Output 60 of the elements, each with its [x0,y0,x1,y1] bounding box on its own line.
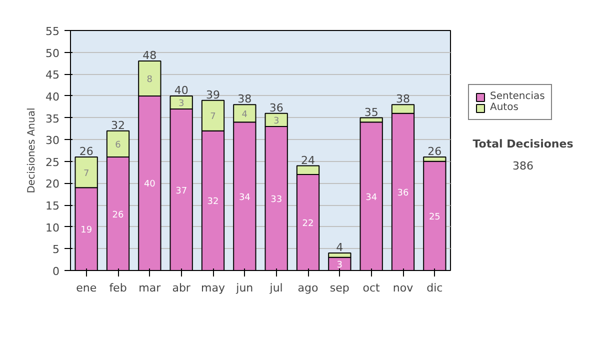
x-tick-label: sep [330,282,350,294]
y-tick-label: 50 [46,46,60,60]
y-axis-title: Decisiones Anual [26,108,38,194]
total-label: 35 [364,106,378,119]
x-tick-label: may [201,282,226,294]
x-tick-label: ago [298,282,318,294]
total-label: 24 [301,154,315,167]
y-tick-label: 15 [46,200,60,213]
y-tick-label: 40 [46,90,60,104]
data-label: 40 [144,180,156,190]
y-tick-label: 35 [46,112,60,126]
data-label: 33 [270,195,282,205]
total-label: 48 [142,49,157,62]
y-tick-label: 5 [52,243,60,256]
y-tick-label: 30 [46,134,60,148]
y-tick-label: 25 [46,156,60,169]
text: 386 [512,160,534,173]
y-tick-label: 55 [46,25,60,38]
data-label: 6 [115,140,122,150]
data-label: 19 [80,226,92,236]
total-label: 39 [206,88,220,102]
total-label: 36 [269,101,284,114]
data-label: 8 [146,75,153,85]
y-tick-label: 20 [46,178,60,191]
x-tick-label: ene [76,282,97,294]
total-label: 32 [111,118,125,132]
total-label: 26 [428,145,442,158]
data-label: 34 [366,192,378,203]
data-label: 34 [238,192,251,203]
total-label: 38 [396,92,410,106]
total-label: 4 [336,241,344,254]
y-tick-label: 10 [46,221,60,234]
data-label: 32 [207,197,219,208]
x-tick-label: jul [268,282,283,294]
data-label: 22 [302,219,314,229]
data-label: 4 [242,110,248,120]
legend-label: Sentencias [490,91,545,102]
y-tick-label: 45 [46,68,60,82]
x-tick-label: mar [138,282,162,294]
total-label: 40 [174,84,188,97]
x-tick-label: oct [362,282,381,294]
data-label: 3 [178,99,184,109]
data-label: 36 [397,188,409,198]
data-label: 7 [83,168,90,179]
total-label: 38 [238,92,252,106]
data-label: 37 [176,186,188,196]
x-tick-label: dic [426,282,443,294]
x-tick-label: nov [392,282,414,294]
x-tick-label: abr [172,282,191,294]
x-tick-label: jun [235,282,254,294]
text: Total Decisiones [472,138,574,150]
data-label: 3 [336,260,343,270]
data-label: 7 [210,112,216,122]
data-label: 26 [112,210,124,220]
data-label: 3 [273,116,280,126]
x-tick-label: feb [109,282,127,294]
data-label: 25 [428,212,440,222]
total-label: 26 [79,145,94,158]
legend-label: Autos [490,102,518,113]
y-tick-label: 0 [52,265,60,278]
